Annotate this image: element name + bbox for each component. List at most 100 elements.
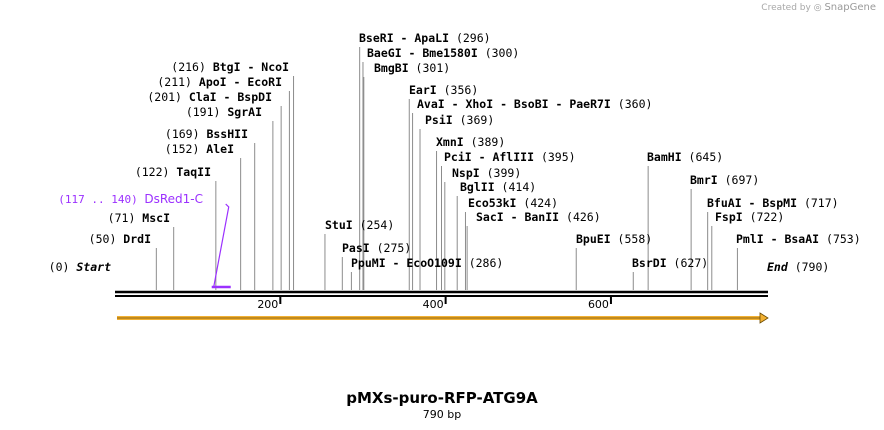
start-position: (0) [49,260,77,274]
start-label: Start [76,260,111,274]
site-label-sgrai[interactable]: (191) SgrAI [186,105,262,119]
site-label-fspi[interactable]: FspI (722) [715,210,784,224]
site-label-bsshii[interactable]: (169) BssHII [165,127,248,141]
site-name: SacI - BanII [476,210,566,224]
site-position: (414) [502,180,537,194]
end-position: (790) [795,260,830,274]
site-position: (389) [471,135,506,149]
site-name: FspI [715,210,750,224]
site-label-bsrdi[interactable]: BsrDI (627) [632,256,708,270]
site-position: (558) [618,232,653,246]
site-name: BmgBI [374,61,416,75]
site-name: EarI [409,83,444,97]
site-name: DrdI [123,232,151,246]
site-label-pasi[interactable]: PasI (275) [342,241,411,255]
site-lines [155,47,738,290]
site-label-bmri[interactable]: BmrI (697) [690,173,759,187]
site-label-bfuai-bspmi[interactable]: BfuAI - BspMI (717) [707,196,839,210]
site-name: ApoI - EcoRI [199,75,282,89]
site-label-baegi-bme1580i[interactable]: BaeGI - Bme1580I (300) [367,46,519,60]
site-name: AvaI - XhoI - BsoBI - PaeR7I [417,97,618,111]
site-label-pmli-bsaai[interactable]: PmlI - BsaAI (753) [736,232,861,246]
site-name: XmnI [436,135,471,149]
site-name: PmlI - BsaAI [736,232,826,246]
site-label-bmgbi[interactable]: BmgBI (301) [374,61,450,75]
site-position: (395) [541,150,576,164]
site-name: BfuAI - BspMI [707,196,804,210]
site-label-pcii-afliii[interactable]: PciI - AflIII (395) [444,150,576,164]
snapgene-credit: Created by ◎ SnapGene [761,2,876,13]
ruler-tick-label-200: 200 [257,298,278,311]
site-label-start[interactable]: (0) Start [49,260,111,274]
site-name: BaeGI - Bme1580I [367,46,485,60]
site-position: (717) [804,196,839,210]
site-name: BmrI [690,173,725,187]
site-position: (122) [135,165,177,179]
site-position: (254) [360,218,395,232]
site-name: SgrAI [227,105,262,119]
site-label-bglii[interactable]: BglII (414) [460,180,536,194]
site-label-xmni[interactable]: XmnI (389) [436,135,505,149]
site-label-taqii[interactable]: (122) TaqII [135,165,211,179]
site-position: (191) [186,105,228,119]
credit-brand: SnapGene [824,2,876,13]
credit-created-by: Created by [761,3,811,13]
map-title: pMXs-puro-RFP-ATG9A [346,389,538,407]
site-name: PasI [342,241,377,255]
site-label-eco53ki[interactable]: Eco53kI (424) [468,196,558,210]
site-label-clai-bspdi[interactable]: (201) ClaI - BspDI [147,90,272,104]
site-name: BsrDI [632,256,674,270]
ruler-tick-label-400: 400 [423,298,444,311]
site-label-drdi[interactable]: (50) DrdI [89,232,151,246]
site-label-avai-xhoi-bsobi-paer7i[interactable]: AvaI - XhoI - BsoBI - PaeR7I (360) [417,97,652,111]
feature-label[interactable]: (117 .. 140) DsRed1-C [58,192,203,206]
site-position: (201) [147,90,189,104]
site-label-end[interactable]: End (790) [767,260,829,274]
feature-name: DsRed1-C [144,192,203,206]
site-position: (275) [377,241,412,255]
site-name: BamHI [647,150,689,164]
feature-leader-line [213,203,230,288]
site-position: (369) [460,113,495,127]
snapgene-logo-icon: ◎ [813,3,822,13]
ruler-ticks: 200 400 600 [257,296,612,311]
site-label-bseri-apali[interactable]: BseRI - ApaLI (296) [359,31,491,45]
feature-layer: (117 .. 140) DsRed1-C [58,192,231,289]
site-position: (399) [487,166,522,180]
orf-arrow [117,312,769,324]
site-position: (216) [171,60,213,74]
site-position: (360) [618,97,653,111]
site-position: (71) [108,211,143,225]
site-label-bamhi[interactable]: BamHI (645) [647,150,723,164]
site-label-alei[interactable]: (152) AleI [165,142,234,156]
site-position: (356) [444,83,479,97]
site-name: MscI [142,211,170,225]
site-position: (697) [725,173,760,187]
site-name: BssHII [206,127,248,141]
site-position: (301) [416,61,451,75]
site-position: (424) [523,196,558,210]
feature-range: (117 .. 140) [58,193,144,206]
site-name: TaqII [176,165,211,179]
site-label-btgi-ncoi[interactable]: (216) BtgI - NcoI [171,60,289,74]
site-position: (300) [485,46,520,60]
site-label-bpuei[interactable]: BpuEI (558) [576,232,652,246]
site-name: NspI [452,166,487,180]
site-position: (722) [750,210,785,224]
site-label-ppumi-ecoo109i[interactable]: PpuMI - EcoO109I (286) [351,256,503,270]
site-label-psii[interactable]: PsiI (369) [425,113,494,127]
site-label-stui[interactable]: StuI (254) [325,218,394,232]
site-position: (211) [157,75,199,89]
site-position: (296) [456,31,491,45]
site-position: (753) [826,232,861,246]
site-name: BpuEI [576,232,618,246]
site-position: (627) [674,256,709,270]
site-label-msci[interactable]: (71) MscI [108,211,170,225]
site-label-saci-banii[interactable]: SacI - BanII (426) [476,210,601,224]
site-label-nspi[interactable]: NspI (399) [452,166,521,180]
site-label-eari[interactable]: EarI (356) [409,83,478,97]
site-position: (426) [566,210,601,224]
site-name: BglII [460,180,502,194]
site-label-apoi-ecori[interactable]: (211) ApoI - EcoRI [157,75,282,89]
